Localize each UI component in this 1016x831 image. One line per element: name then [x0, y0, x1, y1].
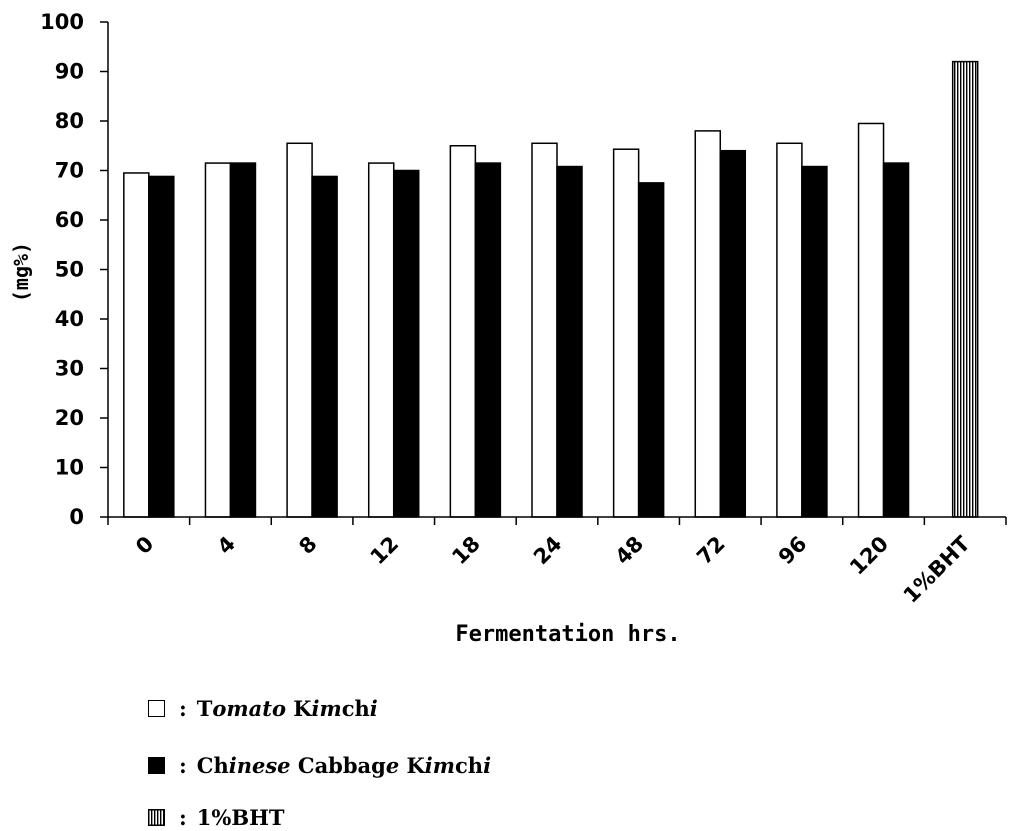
y-axis-ticks: 0 10 20 30 40 50 60 70 80 90 100	[40, 10, 108, 529]
legend-item-tomato-kimchi: : Tomato Kimchi	[148, 696, 378, 721]
x-tick-label: 96	[774, 532, 812, 570]
y-tick-label: 10	[55, 456, 84, 480]
bar-tomato-kimchi-120	[857, 122, 885, 518]
bar-chinese-cabbage-kimchi-0	[148, 175, 175, 518]
bars-group	[123, 60, 979, 518]
bar-tomato-kimchi-24	[531, 142, 558, 518]
x-tick-label: 24	[529, 532, 567, 570]
x-tick-label: 18	[447, 532, 485, 570]
bar-tomato-kimchi-4	[204, 162, 232, 518]
bar-chinese-cabbage-kimchi-18	[474, 162, 502, 518]
x-tick-label: 1%BHT	[899, 531, 976, 608]
legend-label-chinese-cabbage-kimchi: Chinese Cabbage Kimchi	[196, 753, 492, 778]
bar-chinese-cabbage-kimchi-4	[229, 162, 257, 518]
x-tick-label: 4	[213, 532, 240, 559]
bar-chinese-cabbage-kimchi-48	[637, 182, 665, 518]
y-axis-title: (mg%)	[9, 242, 33, 302]
x-tick-label: 12	[366, 532, 404, 570]
y-tick-label: 40	[55, 307, 84, 331]
legend-label-bht: 1%BHT	[196, 805, 285, 830]
y-tick-label: 60	[55, 208, 84, 232]
legend-separator: :	[179, 805, 187, 830]
y-tick-label: 30	[55, 357, 84, 381]
bar-chinese-cabbage-kimchi-96	[801, 165, 828, 518]
bar-chinese-cabbage-kimchi-12	[392, 169, 420, 518]
legend-item-chinese-cabbage-kimchi: : Chinese Cabbage Kimchi	[148, 753, 491, 778]
legend-separator: :	[179, 753, 187, 778]
bar-chinese-cabbage-kimchi-72	[719, 149, 747, 518]
legend-separator: :	[179, 696, 187, 721]
y-tick-label: 70	[55, 159, 84, 183]
legend-swatch-hatched	[148, 809, 165, 826]
x-tick-label: 8	[294, 532, 321, 559]
legend-label-tomato-kimchi: Tomato Kimchi	[196, 696, 378, 721]
bar-tomato-kimchi-48	[612, 148, 640, 518]
bar-1-bht-1bht	[951, 60, 979, 518]
axes	[107, 22, 1007, 525]
x-tick-label: 120	[845, 532, 893, 580]
bar-tomato-kimchi-96	[776, 142, 803, 518]
x-axis-tick-labels: 0 4 8 12 18 24 48 72 96 120 1%BHT	[131, 531, 975, 608]
y-tick-label: 0	[69, 505, 84, 529]
x-tick-label: 48	[611, 532, 649, 570]
bar-tomato-kimchi-18	[449, 145, 477, 518]
bar-tomato-kimchi-8	[286, 142, 313, 518]
legend-swatch-black	[148, 757, 165, 774]
y-tick-label: 90	[55, 60, 84, 84]
legend-swatch-white	[148, 700, 165, 717]
bar-chinese-cabbage-kimchi-8	[311, 175, 338, 518]
bar-tomato-kimchi-0	[123, 172, 150, 518]
bar-chinese-cabbage-kimchi-120	[882, 162, 910, 518]
x-tick-label: 0	[131, 532, 158, 559]
y-tick-label: 100	[40, 10, 84, 34]
bar-chinese-cabbage-kimchi-24	[556, 165, 583, 518]
x-axis-title: Fermentation hrs.	[455, 622, 680, 647]
bar-tomato-kimchi-72	[694, 130, 722, 518]
x-tick-label: 72	[692, 532, 730, 570]
y-tick-label: 50	[55, 258, 84, 282]
y-tick-label: 80	[55, 109, 84, 133]
bar-tomato-kimchi-12	[367, 162, 395, 518]
legend-item-bht: : 1%BHT	[148, 805, 285, 830]
y-tick-label: 20	[55, 406, 84, 430]
